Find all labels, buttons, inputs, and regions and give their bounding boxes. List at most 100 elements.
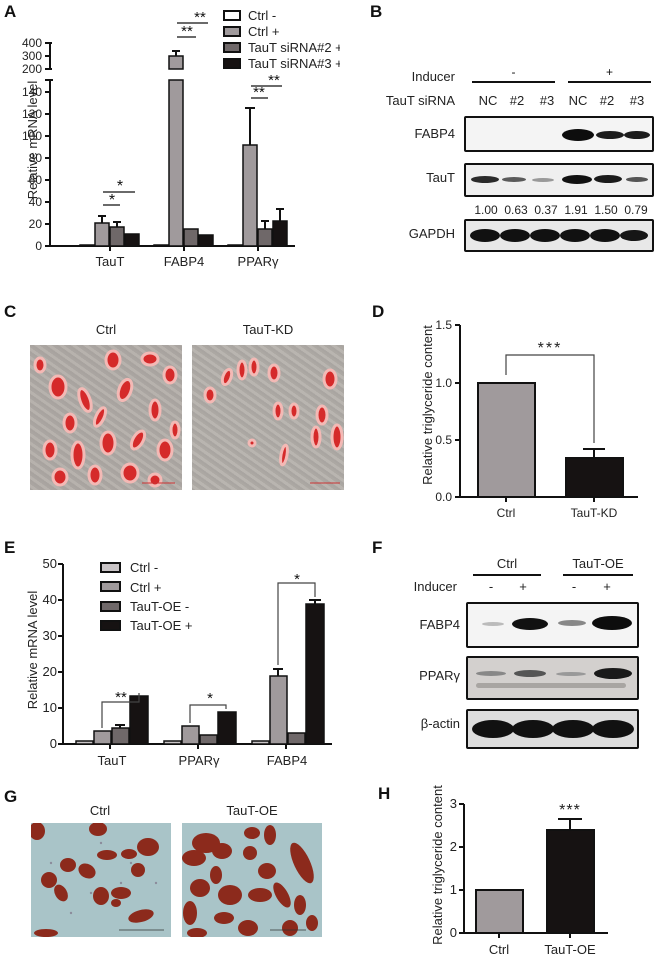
chart-a-xlabel-ppar: PPARγ <box>238 254 279 269</box>
svg-text:100: 100 <box>22 129 42 143</box>
svg-text:**: ** <box>115 689 127 706</box>
wb-b-blot-taut <box>464 163 654 197</box>
micro-c-kd-cells <box>203 357 344 484</box>
svg-text:0: 0 <box>35 239 42 253</box>
svg-text:**: ** <box>194 9 206 26</box>
svg-text:60: 60 <box>29 173 43 187</box>
svg-text:2: 2 <box>450 839 457 854</box>
svg-text:TauT-OE +: TauT-OE + <box>130 618 193 633</box>
svg-text:*: * <box>109 192 115 209</box>
svg-text:FABP4: FABP4 <box>267 753 307 768</box>
micro-g-image-ctrl <box>31 823 171 937</box>
chart-e-legend: Ctrl - Ctrl + TauT-OE - TauT-OE + <box>100 560 193 633</box>
svg-text:TauT siRNA#2 +: TauT siRNA#2 + <box>248 40 340 55</box>
chart-a-xlabel-taut: TauT <box>96 254 125 269</box>
svg-text:0: 0 <box>450 925 457 940</box>
chart-a-xlabel-fabp4: FABP4 <box>164 254 204 269</box>
svg-text:50: 50 <box>43 556 57 571</box>
svg-text:***: *** <box>538 340 563 357</box>
svg-text:80: 80 <box>29 151 43 165</box>
svg-text:120: 120 <box>22 107 42 121</box>
wb-b-blot-gapdh <box>464 219 654 252</box>
chart-h-ylabel: Relative triglyceride content <box>430 785 445 945</box>
svg-text:400: 400 <box>22 36 42 50</box>
svg-text:**: ** <box>268 72 280 89</box>
svg-text:10: 10 <box>43 700 57 715</box>
wb-b-inducer-line-neg <box>472 81 555 83</box>
svg-text:20: 20 <box>29 217 43 231</box>
chart-h: Relative triglyceride content 3 2 1 0 **… <box>430 785 608 957</box>
chart-d: Relative triglyceride content 1.5 1.0 0.… <box>420 318 638 520</box>
svg-text:0.0: 0.0 <box>435 490 452 504</box>
svg-text:3: 3 <box>450 796 457 811</box>
micro-c-image-kd <box>192 345 344 490</box>
micro-g-title-ctrl: Ctrl <box>89 803 111 818</box>
svg-text:1.5: 1.5 <box>435 318 452 332</box>
wb-b-label-gapdh: GAPDH <box>408 226 455 241</box>
chart-d-ylabel: Relative triglyceride content <box>420 325 435 485</box>
svg-text:30: 30 <box>43 628 57 643</box>
micro-c-title-ctrl: Ctrl <box>95 322 117 337</box>
wb-f-label-ppar: PPARγ <box>419 668 460 683</box>
svg-text:40: 40 <box>43 592 57 607</box>
wb-b-inducer-line-pos <box>568 81 651 83</box>
panel-letter-g: G <box>4 787 18 806</box>
micro-g-oe-cells <box>182 825 318 937</box>
svg-text:20: 20 <box>43 664 57 679</box>
svg-text:TauT siRNA#3 +: TauT siRNA#3 + <box>248 56 340 71</box>
svg-text:PPARγ: PPARγ <box>179 753 220 768</box>
micro-c-image-ctrl <box>30 345 182 490</box>
micro-g-title-oe: TauT-OE <box>226 803 278 818</box>
wb-f-blot-ppar <box>466 656 639 700</box>
wb-f-group-oe: TauT-OE <box>572 556 624 571</box>
svg-text:Ctrl -: Ctrl - <box>248 8 276 23</box>
chart-a: Relative mRNA level 400 300 200 140 120 … <box>22 8 340 269</box>
svg-text:1: 1 <box>450 882 457 897</box>
svg-text:0: 0 <box>50 736 57 751</box>
wb-f-label-actin: β-actin <box>420 716 460 731</box>
wb-f-blot-fabp4 <box>466 602 639 648</box>
wb-b-label-taut: TauT <box>426 170 455 185</box>
wb-b-sirna-label: TauT siRNA <box>385 93 455 108</box>
panel-letter-b: B <box>370 2 383 21</box>
svg-text:0.5: 0.5 <box>435 433 452 447</box>
svg-text:TauT: TauT <box>98 753 127 768</box>
svg-text:300: 300 <box>22 49 42 63</box>
wb-f-group-ctrl: Ctrl <box>496 556 518 571</box>
wb-f-blot-actin <box>466 709 639 749</box>
chart-a-ylabel: Relative mRNA level <box>25 81 40 200</box>
chart-e: Relative mRNA level 50 40 30 20 10 0 ** … <box>25 556 332 768</box>
svg-text:40: 40 <box>29 195 43 209</box>
panel-letter-e: E <box>4 538 16 557</box>
svg-text:Ctrl +: Ctrl + <box>130 580 161 595</box>
svg-text:***: *** <box>559 802 581 819</box>
wb-f-inducer-label: Inducer <box>413 579 457 594</box>
panel-letter-c: C <box>4 302 17 321</box>
svg-text:TauT-OE -: TauT-OE - <box>130 599 189 614</box>
svg-text:**: ** <box>253 84 265 101</box>
svg-text:Ctrl: Ctrl <box>489 942 509 957</box>
micro-c-ctrl-cells <box>33 349 181 488</box>
svg-text:TauT-KD: TauT-KD <box>571 506 618 520</box>
svg-text:*: * <box>294 571 300 588</box>
svg-text:Ctrl +: Ctrl + <box>248 24 279 39</box>
svg-text:*: * <box>207 690 213 707</box>
wb-b-blot-fabp4 <box>464 116 654 152</box>
micro-c-title-kd: TauT-KD <box>242 322 294 337</box>
svg-text:*: * <box>117 178 123 195</box>
svg-text:Ctrl -: Ctrl - <box>130 560 158 575</box>
svg-text:1.0: 1.0 <box>435 376 452 390</box>
micro-g-ctrl-cells <box>31 823 164 937</box>
panel-letter-f: F <box>372 538 383 557</box>
wb-f-label-fabp4: FABP4 <box>419 617 460 632</box>
panel-letter-d: D <box>372 302 385 321</box>
micro-g-image-oe <box>182 823 322 937</box>
svg-text:Ctrl: Ctrl <box>497 506 516 520</box>
svg-text:140: 140 <box>22 85 42 99</box>
chart-a-legend: Ctrl - Ctrl + TauT siRNA#2 + TauT siRNA#… <box>223 8 340 71</box>
svg-text:200: 200 <box>22 62 42 76</box>
panel-letter-a: A <box>4 2 17 21</box>
svg-text:TauT-OE: TauT-OE <box>544 942 596 957</box>
chart-e-ylabel: Relative mRNA level <box>25 591 40 710</box>
svg-text:**: ** <box>181 23 193 40</box>
